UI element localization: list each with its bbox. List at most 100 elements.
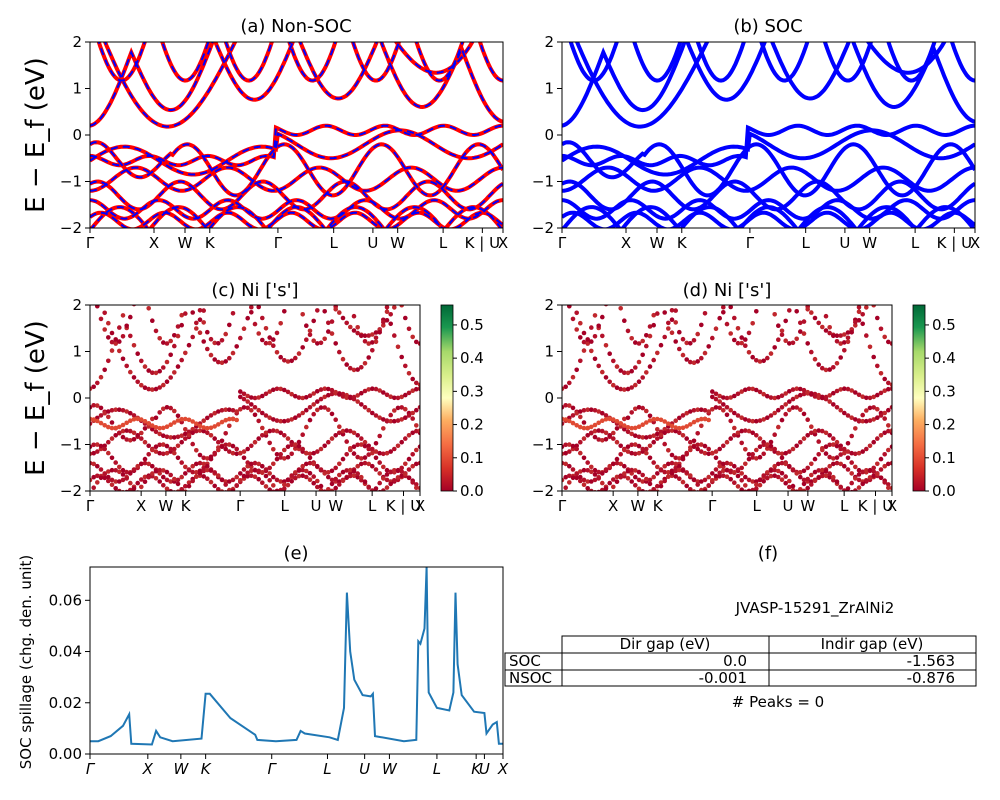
band-point bbox=[783, 402, 788, 407]
band-point bbox=[801, 477, 807, 483]
band-point bbox=[710, 335, 715, 341]
band-point bbox=[205, 476, 210, 482]
table-cell-nsoc-indir: -0.876 bbox=[907, 669, 955, 687]
band-point bbox=[666, 428, 671, 434]
band-point bbox=[743, 428, 748, 433]
band-point bbox=[168, 435, 173, 440]
band-point bbox=[673, 474, 678, 479]
band-point bbox=[823, 328, 829, 333]
band-point bbox=[348, 428, 353, 434]
band-point bbox=[677, 329, 682, 335]
band-point bbox=[798, 407, 803, 413]
band-point bbox=[359, 474, 364, 480]
band-point bbox=[629, 425, 634, 431]
band-point bbox=[673, 455, 678, 461]
band-point bbox=[721, 468, 726, 474]
band-point bbox=[311, 402, 317, 407]
band-point bbox=[669, 460, 675, 466]
band-point bbox=[614, 456, 620, 462]
band-point bbox=[373, 486, 379, 491]
band-point bbox=[629, 431, 634, 437]
band-point bbox=[282, 418, 287, 424]
band-point bbox=[238, 407, 243, 412]
band-point bbox=[845, 449, 851, 454]
band-point bbox=[212, 483, 217, 489]
band-point bbox=[787, 308, 792, 313]
y-tick-label: −1 bbox=[532, 436, 554, 454]
band-point bbox=[406, 326, 412, 332]
band-point bbox=[666, 294, 671, 299]
table-col-header-dir: Dir gap (eV) bbox=[620, 635, 711, 653]
band-point bbox=[636, 477, 642, 483]
colorbar-tick-label: 0.1 bbox=[460, 449, 484, 467]
band-point bbox=[732, 410, 737, 416]
band-point bbox=[886, 339, 891, 345]
band-point bbox=[106, 335, 111, 340]
band-point bbox=[614, 419, 620, 424]
band-point bbox=[867, 443, 873, 449]
band-point bbox=[746, 488, 752, 491]
band-point bbox=[267, 440, 273, 446]
band-point bbox=[260, 337, 265, 343]
band-point bbox=[750, 354, 755, 360]
band-point bbox=[370, 332, 375, 337]
band-point bbox=[355, 463, 361, 469]
band-point bbox=[190, 334, 195, 340]
band-point bbox=[563, 461, 568, 467]
band-point bbox=[113, 425, 118, 431]
band-point bbox=[241, 449, 247, 454]
band-point bbox=[109, 420, 115, 425]
band-point bbox=[384, 305, 390, 310]
band-point bbox=[603, 305, 609, 307]
band-point bbox=[581, 482, 587, 488]
band-point bbox=[706, 417, 711, 423]
band-point bbox=[644, 476, 649, 482]
band-point bbox=[728, 436, 733, 441]
band-point bbox=[853, 464, 858, 470]
band-point bbox=[779, 405, 785, 410]
band-point bbox=[820, 447, 825, 453]
band-point bbox=[677, 415, 682, 421]
band-point bbox=[271, 474, 276, 480]
band-point bbox=[834, 405, 840, 410]
band-point bbox=[636, 379, 642, 385]
band-point bbox=[197, 308, 203, 313]
x-tick-label: Γ bbox=[558, 497, 567, 515]
band-point bbox=[249, 402, 254, 407]
band-point bbox=[337, 310, 342, 315]
band-point bbox=[381, 323, 386, 328]
band-point bbox=[838, 452, 843, 457]
band-point bbox=[150, 447, 155, 453]
band-point bbox=[603, 486, 609, 491]
band-point bbox=[622, 471, 627, 476]
x-tick-label: X bbox=[970, 234, 980, 252]
band-point bbox=[867, 405, 873, 411]
band-point bbox=[274, 456, 280, 462]
band-point bbox=[823, 468, 829, 474]
band-point bbox=[790, 387, 796, 392]
band-point bbox=[699, 407, 704, 413]
band-point bbox=[322, 471, 328, 476]
band-point bbox=[373, 441, 379, 446]
band-point bbox=[91, 442, 96, 448]
band-point bbox=[794, 309, 799, 314]
band-point bbox=[853, 488, 858, 491]
band-point bbox=[875, 461, 880, 467]
band-point bbox=[567, 403, 572, 408]
band-point bbox=[856, 467, 862, 473]
band-point bbox=[581, 408, 587, 413]
band-point bbox=[359, 333, 364, 339]
band-point bbox=[153, 386, 159, 392]
band-point bbox=[820, 467, 825, 473]
band-point bbox=[581, 467, 587, 473]
band-point bbox=[688, 439, 693, 445]
band-point bbox=[274, 350, 280, 355]
band-point bbox=[139, 417, 144, 422]
band-point bbox=[384, 450, 390, 456]
band-point bbox=[230, 350, 236, 356]
band-point bbox=[212, 357, 217, 362]
band-point bbox=[249, 408, 254, 413]
band-point bbox=[592, 477, 598, 483]
band-point bbox=[208, 433, 214, 438]
band-point bbox=[289, 451, 295, 457]
